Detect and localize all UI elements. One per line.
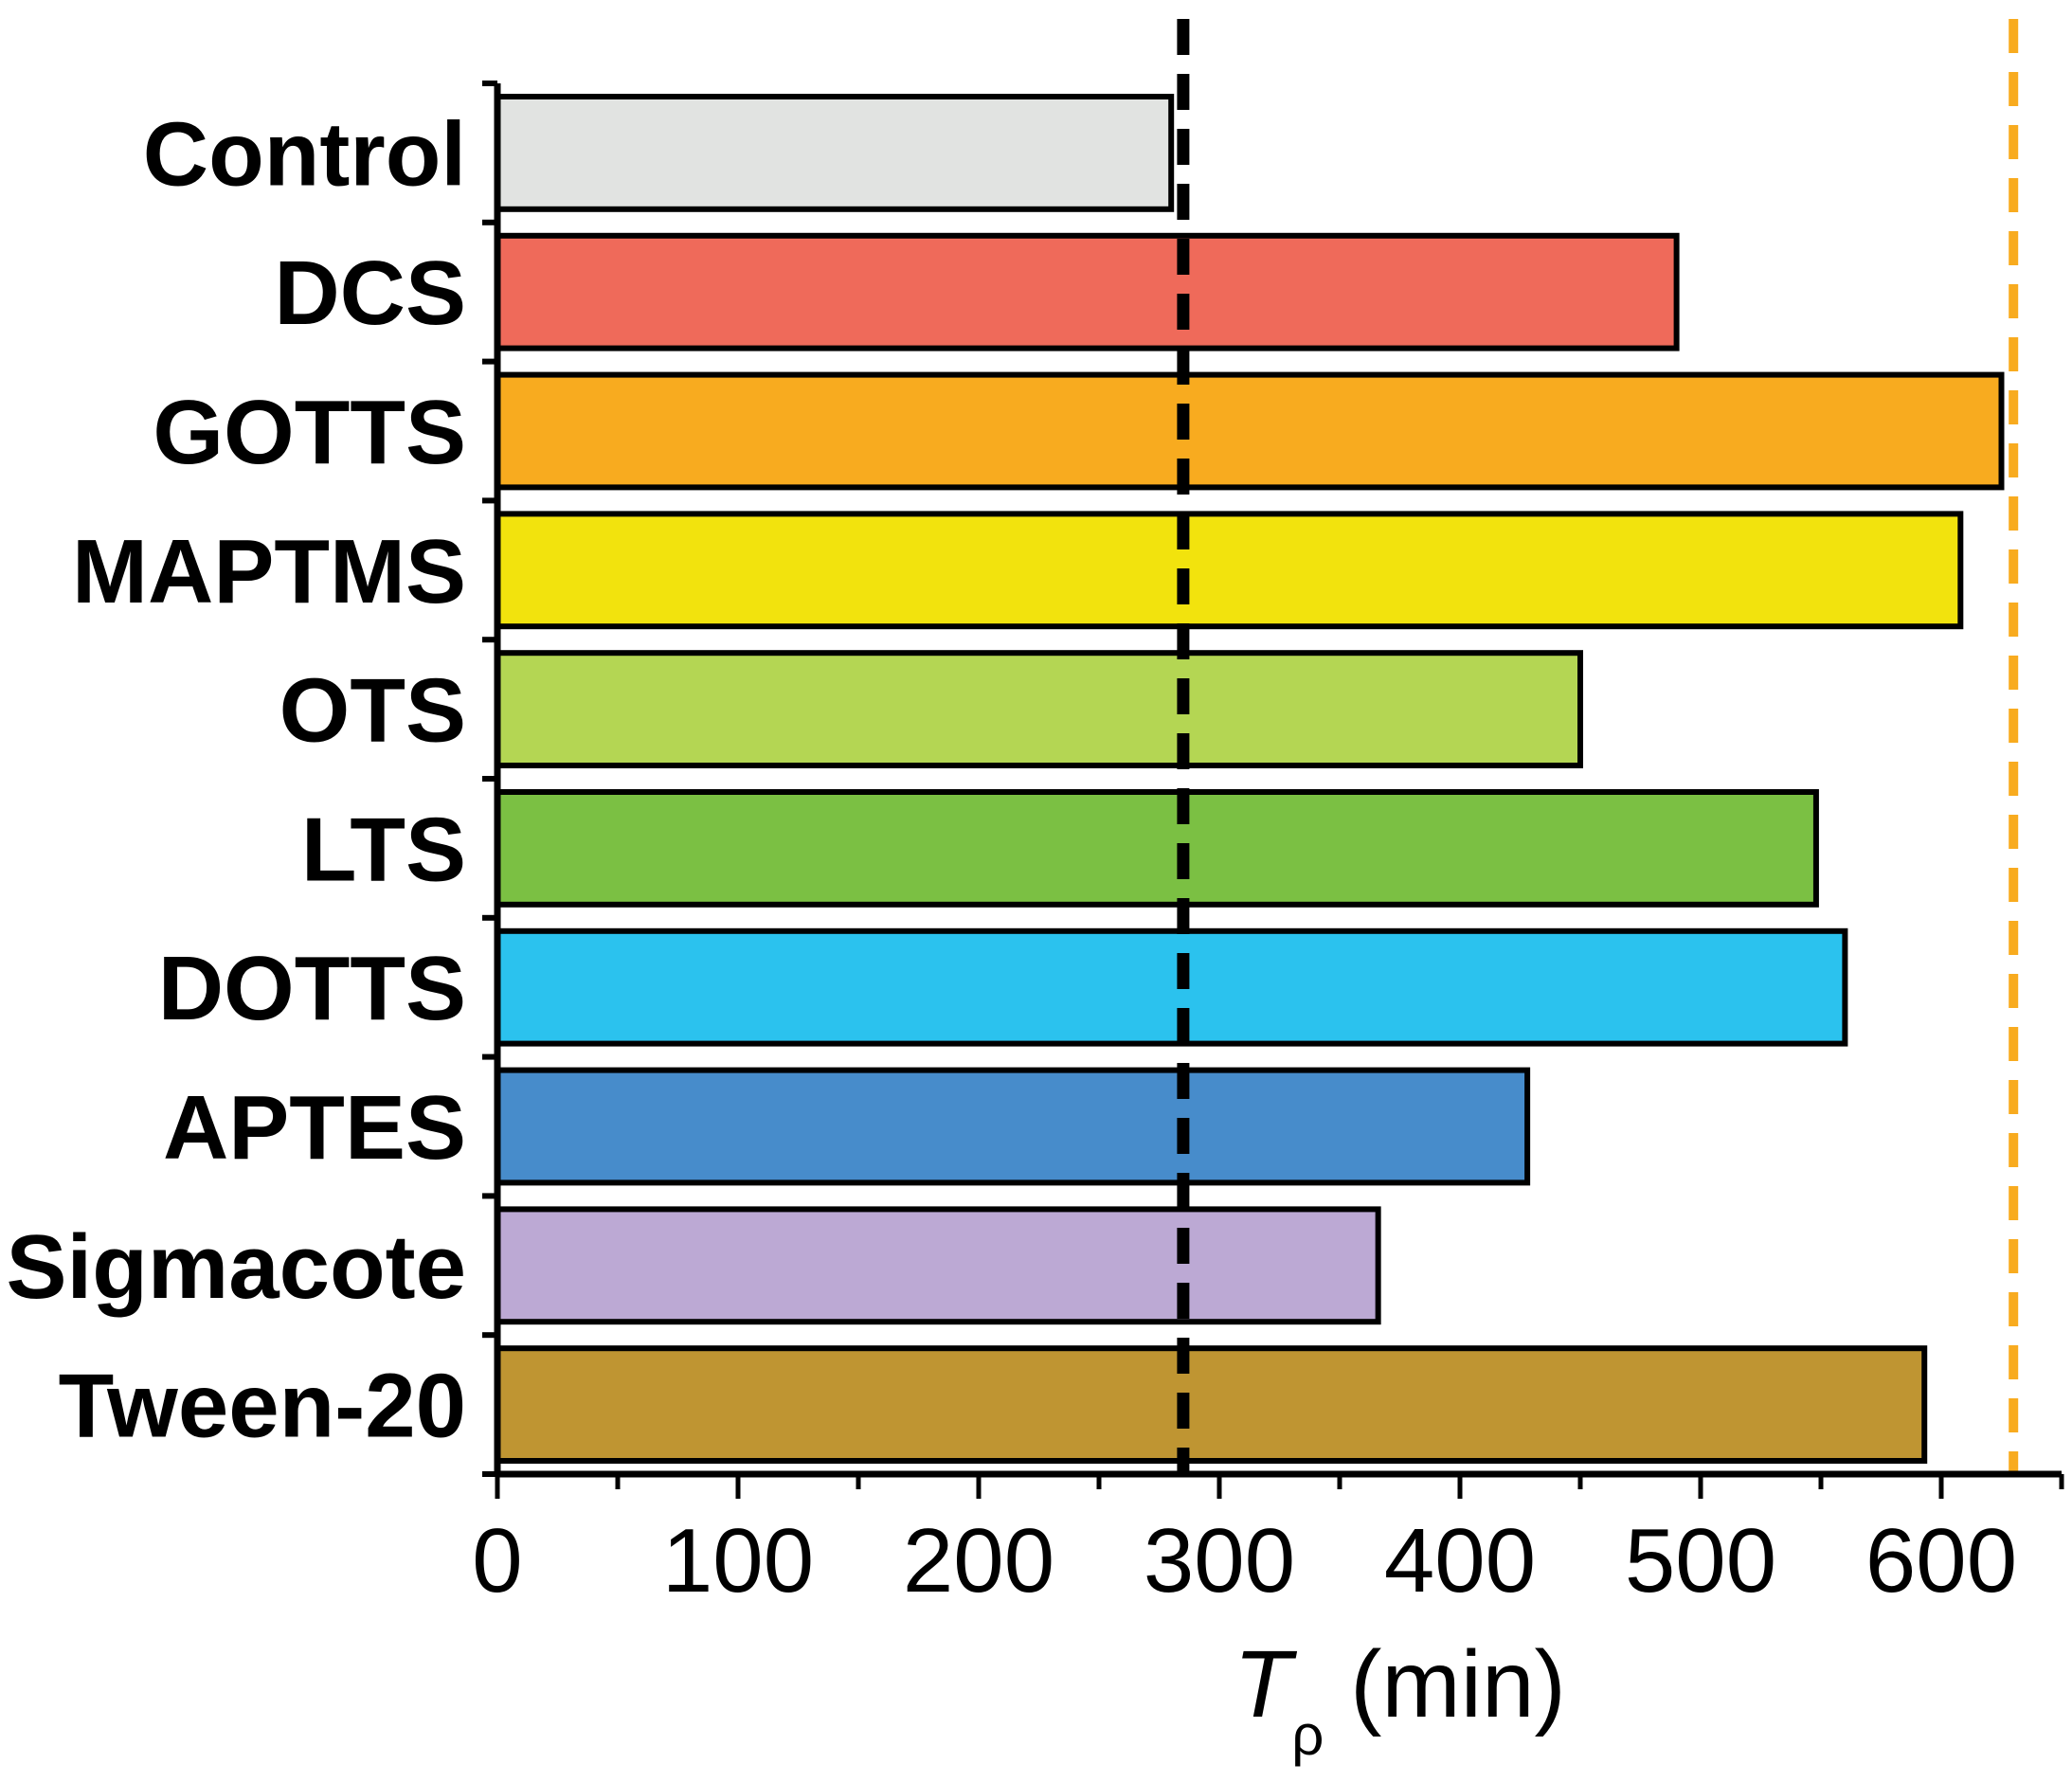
- bar-ots: [495, 650, 1583, 769]
- x-tick-label-300: 300: [1144, 1510, 1295, 1611]
- bars-layer: [495, 94, 2005, 1464]
- category-label-lts: LTS: [301, 799, 466, 900]
- bar-aptes: [495, 1067, 1531, 1186]
- category-label-gotts: GOTTS: [153, 382, 466, 483]
- category-label-sigmacote: Sigmacote: [7, 1216, 466, 1318]
- x-axis-title-symbol: T: [1234, 1631, 1297, 1737]
- bar-tween-20: [495, 1345, 1928, 1464]
- category-label-maptms: MAPTMS: [72, 521, 466, 622]
- x-tick-label-200: 200: [903, 1510, 1054, 1611]
- bar-maptms: [495, 511, 1964, 630]
- bar-lts: [495, 789, 1819, 908]
- x-axis-title-subscript: ρ: [1291, 1703, 1324, 1767]
- bar-dotts: [495, 927, 1848, 1047]
- category-label-control: Control: [143, 103, 466, 205]
- category-label-aptes: APTES: [163, 1077, 466, 1179]
- bar-sigmacote: [495, 1206, 1381, 1325]
- bar-dcs: [495, 232, 1680, 351]
- bar-control: [495, 94, 1175, 212]
- category-label-dotts: DOTTS: [158, 938, 466, 1039]
- reference-lines: [1177, 19, 2019, 1474]
- labels: Control DCS GOTTS MAPTMS OTS LTS DOTTS APTES Sig…: [7, 103, 2018, 1611]
- x-axis-title-unit: (min): [1324, 1631, 1566, 1737]
- x-tick-label-0: 0: [472, 1510, 522, 1611]
- x-tick-label-500: 500: [1625, 1510, 1776, 1611]
- category-label-tween-20: Tween-20: [59, 1356, 466, 1457]
- x-axis-title: Tρ (min): [1234, 1631, 1566, 1767]
- category-label-dcs: DCS: [274, 243, 466, 344]
- x-tick-label-400: 400: [1384, 1510, 1536, 1611]
- x-tick-label-600: 600: [1865, 1510, 2017, 1611]
- bar-gotts: [495, 371, 2005, 491]
- x-tick-label-100: 100: [662, 1510, 814, 1611]
- category-label-ots: OTS: [279, 660, 466, 762]
- axes: [482, 81, 2064, 1499]
